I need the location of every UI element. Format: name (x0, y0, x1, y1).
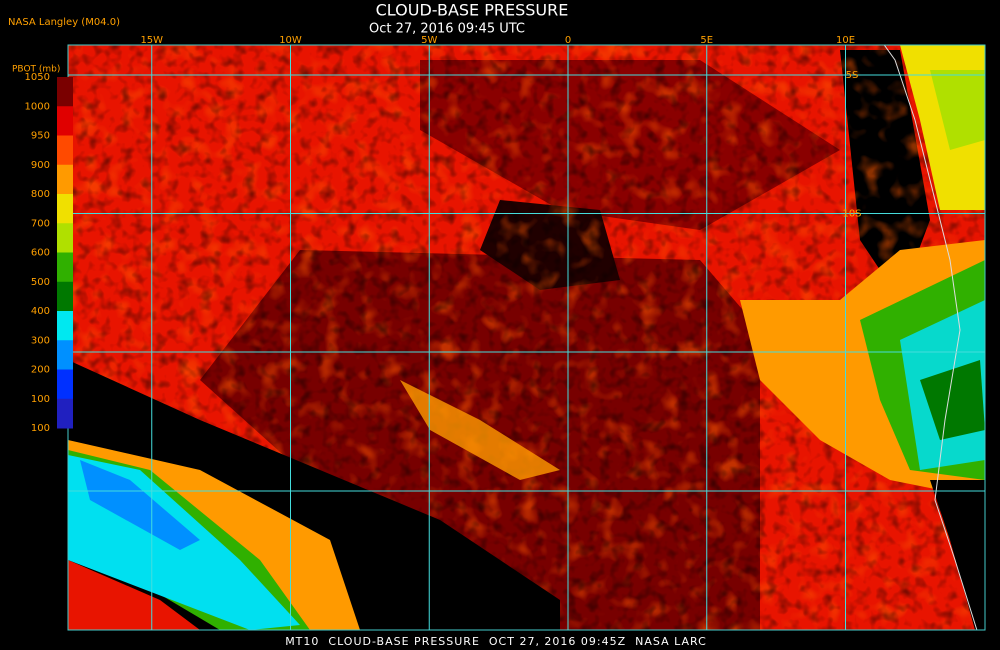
colorbar-label: 400 (31, 306, 50, 317)
colorbar-band (57, 194, 73, 224)
lon-label: 15W (140, 35, 163, 46)
lon-label: 10W (279, 35, 302, 46)
colorbar-label: 100 (31, 423, 50, 434)
satellite-image (68, 45, 985, 630)
source: NASA Langley (M04.0) (8, 17, 120, 28)
colorbar-label: 1050 (25, 72, 50, 83)
colorbar-band (57, 398, 73, 429)
colorbar-band (57, 311, 73, 341)
lon-label: 0 (565, 35, 571, 46)
colorbar-band (57, 223, 73, 253)
colorbar-band (57, 252, 73, 283)
colorbar-band (57, 106, 73, 136)
lat-label: 10S (842, 209, 861, 220)
colorbar-label: 900 (31, 160, 50, 171)
colorbar-label: 200 (31, 365, 50, 376)
colorbar-band (57, 340, 73, 370)
colorbar-label: 800 (31, 189, 50, 200)
colorbar-label: 600 (31, 248, 50, 259)
colorbar-band (57, 77, 73, 107)
colorbar-band (57, 135, 73, 166)
colorbar-label: 950 (31, 131, 50, 142)
legend-title: PBOT (mb) (12, 65, 60, 75)
colorbar-band (57, 369, 73, 400)
colorbar-band (57, 281, 73, 312)
lon-label: 5E (700, 35, 713, 46)
lon-label: 10E (836, 35, 855, 46)
footer: MT10 CLOUD-BASE PRESSURE OCT 27, 2016 09… (285, 635, 707, 648)
colorbar-band (57, 164, 73, 195)
colorbar-label: 500 (31, 277, 50, 288)
title: CLOUD-BASE PRESSURE (376, 1, 569, 20)
colorbar-label: 300 (31, 335, 50, 346)
subtitle: Oct 27, 2016 09:45 UTC (369, 22, 525, 37)
lat-label: 5S (846, 70, 859, 81)
colorbar-label: 1000 (25, 101, 50, 112)
lon-label: 5W (421, 35, 437, 46)
colorbar-label: 100 (31, 394, 50, 405)
colorbar-label: 700 (31, 218, 50, 229)
